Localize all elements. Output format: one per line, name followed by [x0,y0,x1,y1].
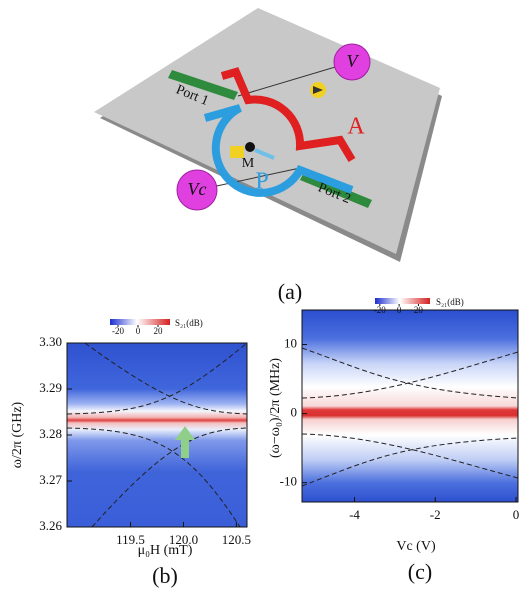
magnetization-arrow [254,148,275,160]
switch [230,146,244,158]
colorbar-label: S₂₁(dB) [436,297,464,307]
magnet-sphere [245,142,255,152]
y-axis-label: ω/2π (GHz) [10,401,25,468]
colorbar-tick-label: 20 [414,305,424,315]
x-tick-label: 120.0 [169,532,198,547]
y-tick-label: -10 [280,474,297,489]
x-tick-label: 119.5 [116,532,145,547]
amplifier-arrow [313,86,323,94]
board [94,8,440,254]
port-1-pad [168,70,238,100]
voltage-source [333,43,371,81]
voltage-label: Vc [188,179,207,199]
caption: (b) [152,563,178,588]
x-tick-label: -2 [430,507,441,522]
caption: (c) [408,559,432,584]
y-tick-label: 3.29 [39,380,62,395]
y-tick-label: 3.27 [39,472,62,487]
colorbar-tick-label: 0 [397,305,402,315]
colorbar-tick-label: 0 [136,326,141,336]
arrow [175,426,195,458]
x-tick-label: -4 [349,507,360,522]
colorbar [375,298,430,304]
x-tick-label: 120.5 [222,532,251,547]
arm-label: A [347,114,365,140]
voltage-label: V [347,51,360,71]
colorbar-label: S₂₁(dB) [175,318,203,328]
y-tick-label: 10 [284,336,297,351]
heatmap [67,343,247,527]
colorbar-tick-label: 20 [154,326,164,336]
heatmap [302,310,518,502]
y-tick-label: 3.26 [39,518,62,533]
x-axis-label: μ₀H (mT) [138,543,193,558]
x-axis-label: Vc (V) [396,539,436,554]
device-schematic: Port 1 Port 2 V Vc A P M (a) [94,8,442,304]
y-axis-label: (ω−ω₀)/2π (MHz) [268,358,283,458]
colorbar [110,319,170,325]
magnet-label: M [242,156,255,171]
wire [237,61,353,97]
voltage-source-c [176,169,218,211]
y-tick-label: 3.30 [39,334,62,349]
colorbar-tick-label: -20 [374,305,386,315]
arm-label: P [255,169,268,195]
arm-a-line [220,67,356,163]
colorbar-tick-label: -20 [112,326,124,336]
caption: (a) [278,279,302,304]
fit-curves [301,347,519,487]
arm-p-line [203,104,354,197]
y-tick-label: 3.28 [39,426,62,441]
y-tick-label: 0 [291,405,298,420]
plot-frame [301,309,519,503]
x-tick-label: 0 [513,507,520,522]
